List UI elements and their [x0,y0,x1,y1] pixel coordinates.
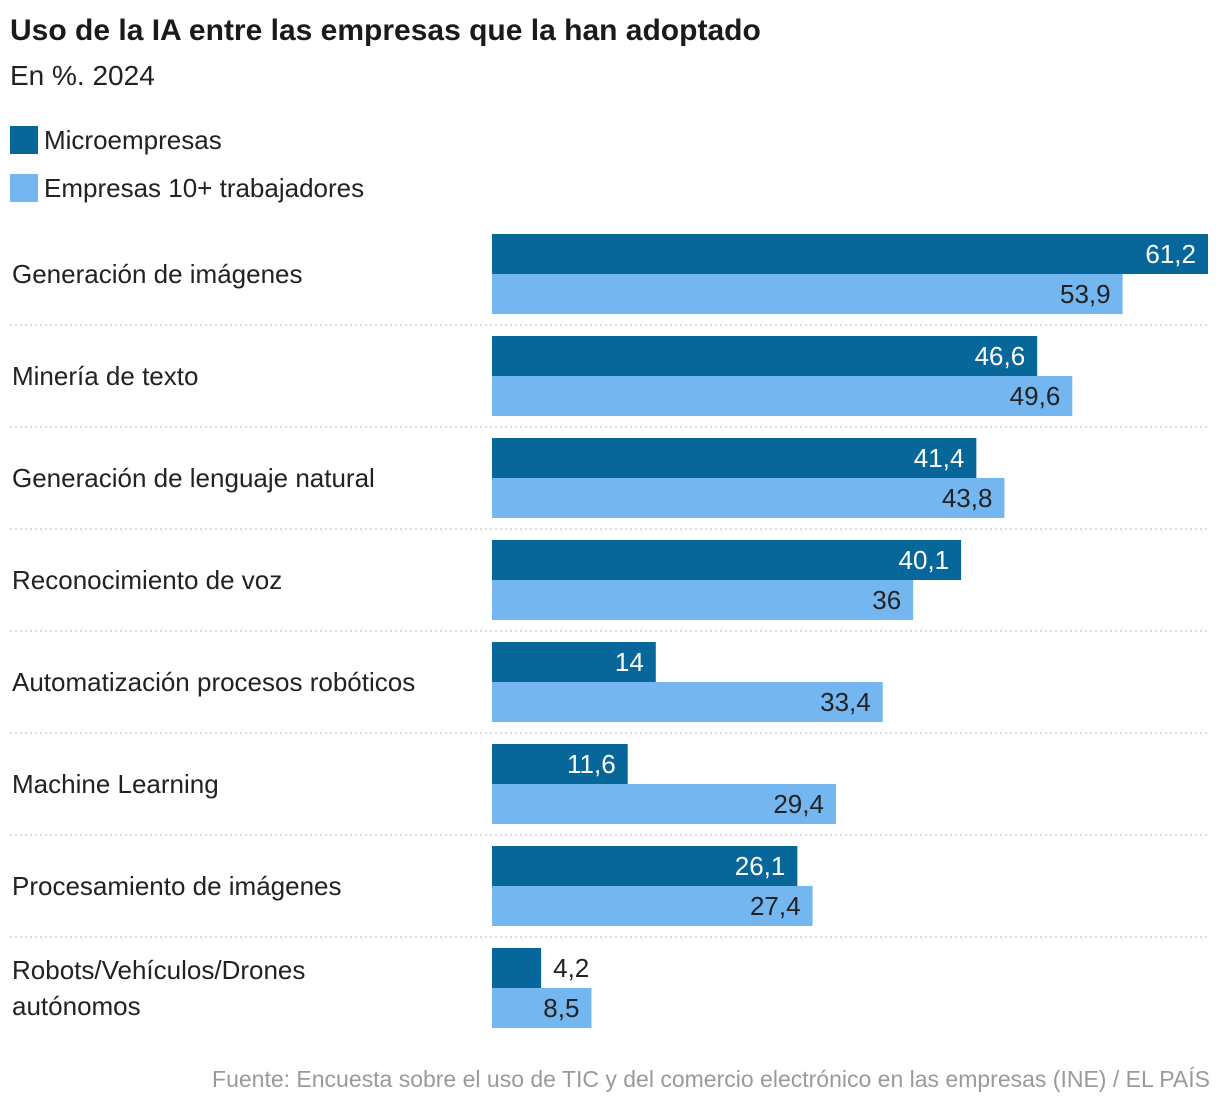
legend-swatch-microempresas [10,126,38,154]
bar-micro-5 [492,744,628,784]
value-label-empresas10-3: 36 [872,585,901,615]
legend-label-microempresas: Microempresas [44,124,222,155]
bar-empresas10-7 [492,988,592,1028]
value-label-micro-6: 26,1 [735,851,786,881]
category-label-6: Procesamiento de imágenes [12,871,342,901]
bar-micro-1 [492,336,1038,376]
bar-micro-0 [492,234,1208,274]
bar-micro-6 [492,846,798,886]
bar-micro-4 [492,642,656,682]
bar-empresas10-2 [492,478,1005,518]
value-label-empresas10-7: 8,5 [543,993,579,1023]
bar-micro-2 [492,438,977,478]
value-label-empresas10-6: 27,4 [750,891,801,921]
value-label-micro-3: 40,1 [899,545,950,575]
bar-empresas10-1 [492,376,1073,416]
value-label-empresas10-4: 33,4 [820,687,871,717]
category-label-5: Machine Learning [12,769,219,799]
category-label-7-line-1: autónomos [12,991,141,1021]
source-note: Fuente: Encuesta sobre el uso de TIC y d… [212,1066,1210,1092]
category-label-1: Minería de texto [12,361,198,391]
legend-swatch-empresas-10 [10,174,38,202]
value-label-micro-1: 46,6 [975,341,1026,371]
value-label-empresas10-2: 43,8 [942,483,993,513]
bar-empresas10-0 [492,274,1123,314]
category-label-7-line-0: Robots/Vehículos/Drones [12,955,305,985]
value-label-micro-7: 4,2 [553,953,589,983]
value-label-micro-4: 14 [615,647,644,677]
category-label-0: Generación de imágenes [12,259,303,289]
legend: Microempresas Empresas 10+ trabajadores [10,122,364,218]
value-label-micro-5: 11,6 [567,749,616,779]
bar-empresas10-4 [492,682,883,722]
legend-item-empresas-10: Empresas 10+ trabajadores [10,170,364,206]
category-label-2: Generación de lenguaje natural [12,463,375,493]
value-label-micro-2: 41,4 [914,443,965,473]
value-label-empresas10-0: 53,9 [1060,279,1111,309]
bar-empresas10-3 [492,580,914,620]
category-label-4: Automatización procesos robóticos [12,667,415,697]
bar-micro-7 [492,948,542,988]
value-label-empresas10-5: 29,4 [773,789,824,819]
category-label-3: Reconocimiento de voz [12,565,282,595]
bar-micro-3 [492,540,962,580]
chart-title: Uso de la IA entre las empresas que la h… [10,14,761,47]
legend-item-microempresas: Microempresas [10,122,364,158]
bar-empresas10-6 [492,886,813,926]
value-label-micro-0: 61,2 [1145,239,1196,269]
value-label-empresas10-1: 49,6 [1010,381,1061,411]
chart-subtitle: En %. 2024 [10,60,155,91]
legend-label-empresas-10: Empresas 10+ trabajadores [44,172,365,203]
bar-chart: Generación de imágenes 61,2 53,9 Minería de… [10,234,1210,1028]
bar-empresas10-5 [492,784,836,824]
